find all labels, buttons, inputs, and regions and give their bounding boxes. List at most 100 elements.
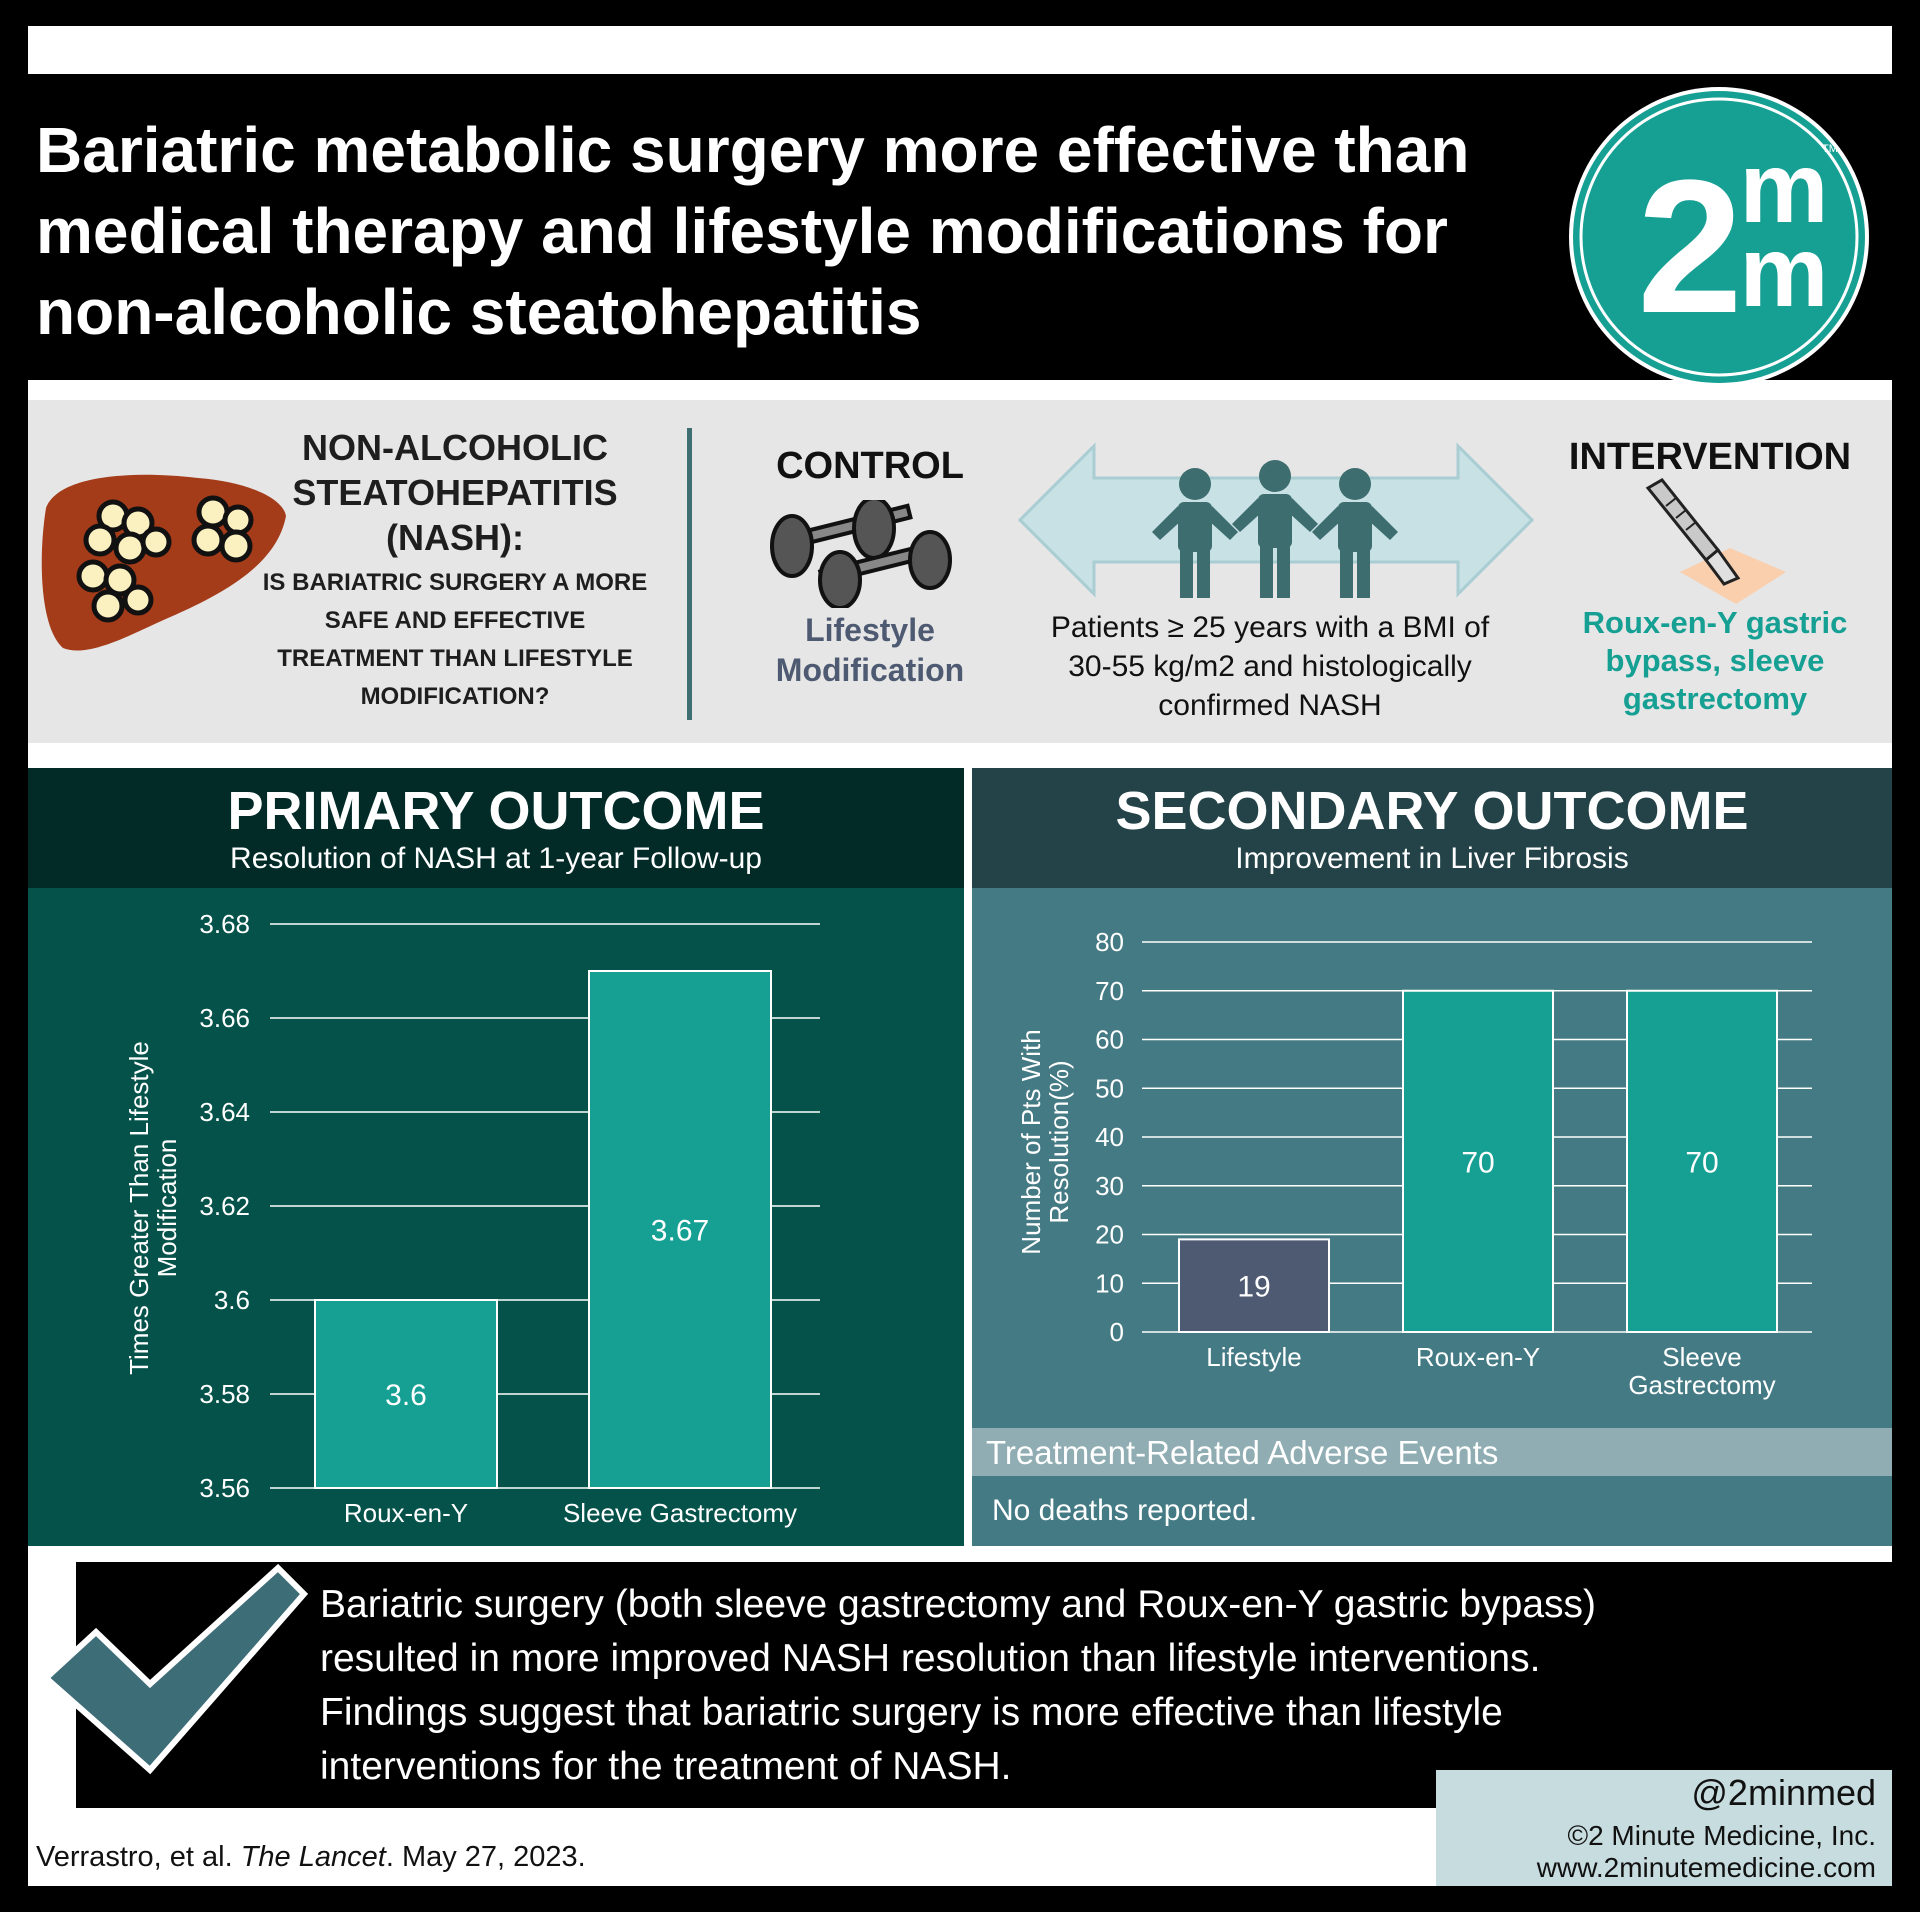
bar — [314, 1299, 498, 1489]
x-category-label: Lifestyle — [1206, 1342, 1301, 1372]
x-category-label: Sleeve Gastrectomy — [563, 1498, 797, 1528]
logo-digit: 2 — [1637, 141, 1743, 353]
credit-box — [1436, 1770, 1892, 1886]
study-overview-band — [28, 400, 1892, 743]
question-line: MODIFICATION? — [360, 683, 550, 710]
title-line: non-alcoholic steatohepatitis — [36, 276, 922, 348]
bar — [1402, 989, 1554, 1333]
y-tick-label: 3.68 — [199, 909, 250, 939]
nash-heading: NON-ALCOHOLIC STEATOHEPATITIS (NASH): — [250, 425, 660, 560]
logo-2mm: 2 m m TM — [1569, 87, 1869, 387]
control-heading: CONTROL — [776, 445, 964, 487]
people-icon — [1152, 460, 1398, 598]
nash-heading-line: STEATOHEPATITIS — [292, 472, 618, 513]
citation-journal: The Lancet — [240, 1841, 386, 1873]
conclusion-line: interventions for the treatment of NASH. — [320, 1745, 1012, 1788]
y-axis-label-line: Times Greater Than Lifestyle — [124, 1041, 154, 1375]
intervention-label: Roux-en-Y gastric bypass, sleeve gastrec… — [1560, 604, 1870, 718]
control-label-line: Modification — [775, 652, 965, 688]
y-tick-label: 3.56 — [199, 1473, 250, 1503]
intervention-label-line: Roux-en-Y gastric — [1582, 605, 1848, 640]
y-tick-label: 3.64 — [199, 1097, 250, 1127]
dumbbell-icon — [770, 500, 952, 608]
adverse-events-text: No deaths reported. — [992, 1494, 1258, 1527]
conclusion-line: Findings suggest that bariatric surgery … — [320, 1691, 1503, 1734]
citation-date: . May 27, 2023. — [385, 1841, 586, 1873]
bar-value-label: 3.6 — [385, 1379, 427, 1412]
scalpel-icon — [1645, 478, 1786, 604]
y-tick-label: 20 — [1095, 1220, 1124, 1250]
intervention-label-line: bypass, sleeve — [1605, 643, 1825, 678]
bar — [1626, 989, 1778, 1333]
x-category-label: Sleeve — [1662, 1342, 1742, 1372]
conclusion-box — [76, 1562, 1892, 1808]
primary-outcome-subtitle: Resolution of NASH at 1-year Follow-up — [230, 842, 762, 875]
primary-outcome-chart: 3.56 3.58 3.6 3.62 3.64 3.66 3.68 3.6 Roux-en-Y 3… — [124, 909, 820, 1528]
population-line: 30-55 kg/m2 and histologically — [1068, 650, 1472, 683]
bar-value-label: 70 — [1461, 1146, 1494, 1179]
primary-outcome-title: PRIMARY OUTCOME — [227, 781, 765, 841]
title-line: Bariatric metabolic surgery more effecti… — [36, 114, 1470, 186]
y-tick-label: 50 — [1095, 1073, 1124, 1103]
conclusion-line: Bariatric surgery (both sleeve gastrecto… — [320, 1583, 1596, 1626]
bar — [588, 970, 772, 1489]
x-category-label: Gastrectomy — [1628, 1370, 1775, 1400]
y-tick-label: 40 — [1095, 1122, 1124, 1152]
y-axis-label-line: Number of Pts With — [1016, 1029, 1046, 1254]
secondary-outcome-title: SECONDARY OUTCOME — [1115, 781, 1749, 841]
social-handle: @2minmed — [1691, 1772, 1876, 1813]
secondary-outcome-subtitle: Improvement in Liver Fibrosis — [1235, 842, 1629, 875]
x-category-label: Roux-en-Y — [1416, 1342, 1540, 1372]
question-line: SAFE AND EFFECTIVE — [324, 607, 586, 634]
bar — [1178, 1238, 1330, 1333]
question-line: TREATMENT THAN LIFESTYLE — [277, 645, 633, 672]
intervention-label-line: gastrectomy — [1622, 681, 1808, 716]
bar-value-label: 19 — [1237, 1271, 1270, 1304]
control-label-line: Lifestyle — [805, 612, 935, 648]
y-tick-label: 3.66 — [199, 1003, 250, 1033]
secondary-outcome-header — [972, 768, 1892, 888]
y-tick-label: 3.58 — [199, 1379, 250, 1409]
website-url: www.2minutemedicine.com — [1536, 1852, 1876, 1883]
control-label: Lifestyle Modification — [740, 610, 1000, 690]
checkmark-icon — [41, 1563, 309, 1775]
primary-outcome-header — [28, 768, 964, 888]
population-line: Patients ≥ 25 years with a BMI of — [1050, 611, 1490, 644]
nash-heading-line: (NASH): — [386, 517, 524, 558]
nash-heading-line: NON-ALCOHOLIC — [302, 427, 608, 468]
logo-letter-bottom: m — [1740, 216, 1829, 328]
adverse-events-bar — [972, 1428, 1892, 1476]
liver-icon — [41, 474, 286, 651]
y-tick-label: 70 — [1095, 976, 1124, 1006]
y-tick-label: 10 — [1095, 1268, 1124, 1298]
bar-value-label: 70 — [1685, 1146, 1718, 1179]
section-divider — [687, 428, 692, 720]
copyright-text: ©2 Minute Medicine, Inc. — [1567, 1820, 1876, 1851]
research-question: IS BARIATRIC SURGERY A MORE SAFE AND EFF… — [240, 564, 670, 716]
y-axis-label-line: Resolution(%) — [1044, 1060, 1074, 1223]
adverse-events-title: Treatment-Related Adverse Events — [986, 1434, 1499, 1471]
x-category-label: Roux-en-Y — [344, 1498, 468, 1528]
y-tick-label: 60 — [1095, 1025, 1124, 1055]
y-tick-label: 30 — [1095, 1171, 1124, 1201]
logo-letter-top: m — [1740, 132, 1829, 244]
y-tick-label: 3.6 — [214, 1285, 250, 1315]
secondary-outcome-chart: 0 10 20 30 40 50 60 70 80 19 Lifestyle 70 Roux-en-Y 7… — [1016, 927, 1812, 1400]
logo-tm: TM — [1822, 143, 1838, 155]
citation: Verrastro, et al. The Lancet. May 27, 20… — [36, 1841, 1036, 1874]
conclusion-line: resulted in more improved NASH resolutio… — [320, 1637, 1541, 1680]
y-tick-label: 3.62 — [199, 1191, 250, 1221]
intervention-heading: INTERVENTION — [1568, 436, 1852, 478]
conclusion-text: Bariatric surgery (both sleeve gastrecto… — [320, 1578, 1840, 1794]
question-line: IS BARIATRIC SURGERY A MORE — [262, 569, 648, 596]
citation-authors: Verrastro, et al. — [36, 1841, 233, 1873]
bar-value-label: 3.67 — [651, 1215, 709, 1248]
patient-population: Patients ≥ 25 years with a BMI of 30-55 … — [1010, 608, 1530, 725]
population-line: confirmed NASH — [1158, 689, 1382, 722]
page-title: Bariatric metabolic surgery more effecti… — [36, 110, 1596, 353]
y-tick-label: 0 — [1110, 1317, 1124, 1347]
title-line: medical therapy and lifestyle modificati… — [36, 195, 1448, 267]
